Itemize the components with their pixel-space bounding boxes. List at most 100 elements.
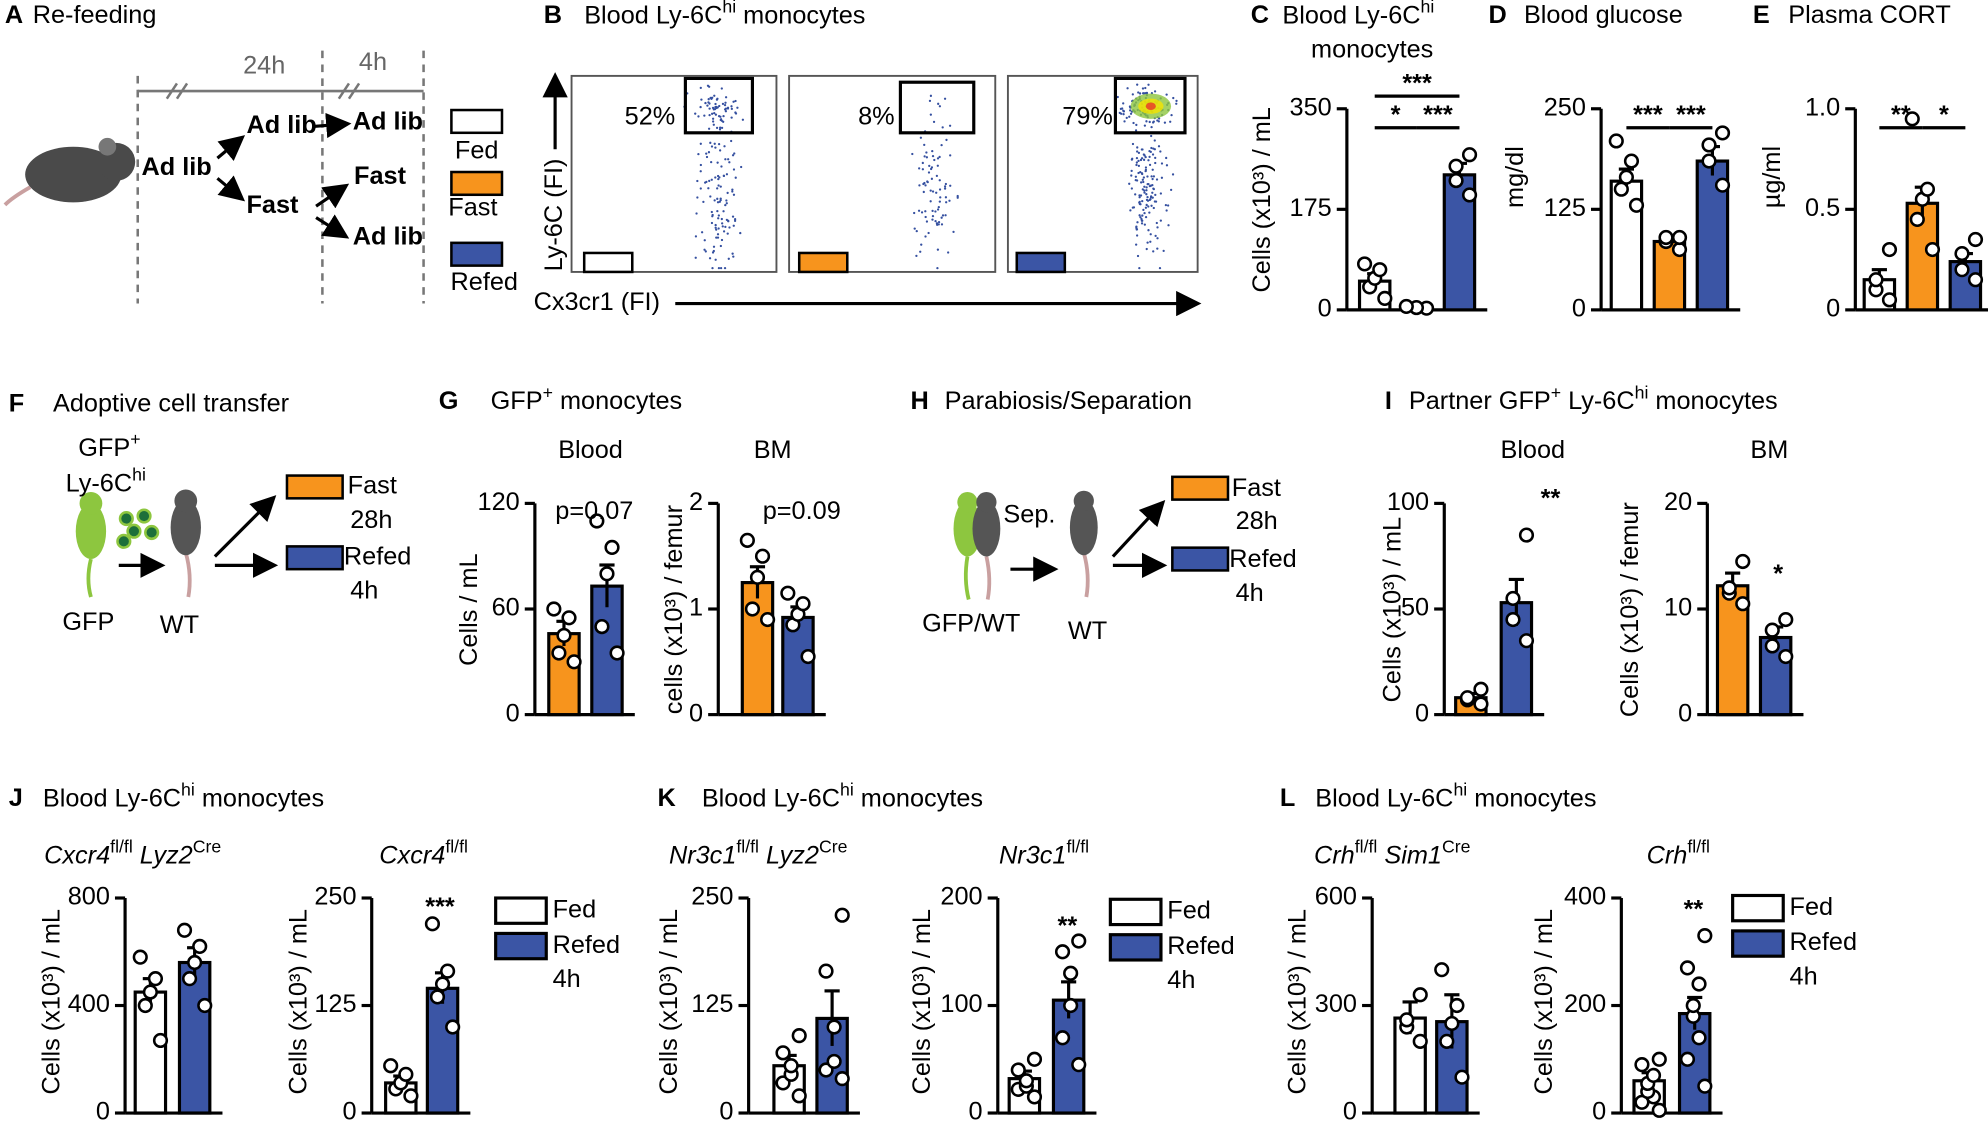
- y-tick-label: 0: [719, 1098, 733, 1126]
- text-part: GFP: [491, 387, 543, 415]
- flow-event: [1151, 191, 1154, 194]
- flow-event: [1126, 87, 1129, 90]
- flow-event: [714, 113, 718, 116]
- flow-event: [728, 226, 731, 229]
- data-point: [1701, 137, 1717, 153]
- flow-event: [1147, 159, 1150, 162]
- data-point: [1454, 1069, 1470, 1085]
- data-point: [1399, 1012, 1415, 1028]
- flow-event: [714, 146, 717, 149]
- timeline-break: [165, 82, 361, 100]
- flow-event: [702, 200, 705, 203]
- flow-event: [1154, 156, 1157, 160]
- group-label: 4h: [350, 577, 378, 605]
- data-point: [440, 963, 456, 979]
- flow-event: [928, 99, 932, 102]
- flow-event: [736, 106, 739, 109]
- flow-event: [708, 107, 711, 110]
- flow-event: [1165, 156, 1168, 160]
- flow-event: [720, 87, 723, 90]
- y-tick-label: 0: [1572, 295, 1586, 323]
- y-axis-label: cells (x10³) / femur: [660, 505, 688, 714]
- data-point: [197, 997, 213, 1014]
- flow-event: [717, 214, 720, 217]
- y-tick-label: 50: [1401, 594, 1429, 622]
- data-point: [834, 907, 850, 923]
- flow-event: [913, 227, 916, 230]
- flow-event: [1130, 174, 1133, 177]
- flow-event: [1148, 185, 1152, 188]
- flow-event: [1128, 182, 1131, 185]
- flow-event: [924, 210, 927, 213]
- data-point: [1448, 158, 1464, 174]
- flow-event: [937, 102, 940, 105]
- flow-event: [911, 152, 914, 156]
- text-part: Nr3c1: [669, 841, 736, 869]
- flow-event: [716, 201, 720, 204]
- data-point: [795, 596, 811, 612]
- flow-event: [1140, 222, 1144, 225]
- flow-event: [723, 267, 727, 270]
- group-swatch: [285, 474, 344, 500]
- significance-label: *: [1391, 101, 1401, 129]
- data-point: [176, 922, 193, 938]
- flow-event: [921, 161, 924, 165]
- y-axis-label: Cells (x10³) / femur: [1616, 502, 1644, 717]
- flow-event: [1131, 142, 1135, 146]
- flow-event: [1148, 163, 1152, 167]
- flow-event: [696, 179, 699, 183]
- flow-event: [730, 116, 733, 119]
- flow-event: [1120, 112, 1123, 115]
- superscript: Cre: [819, 836, 848, 856]
- flow-event: [719, 118, 722, 122]
- flow-event: [924, 184, 927, 187]
- flow-event: [1145, 92, 1148, 95]
- step-label: Sep.: [1003, 501, 1055, 529]
- bar: [1715, 584, 1750, 717]
- flow-event: [1138, 214, 1141, 217]
- flow-event: [721, 102, 725, 106]
- flow-event: [931, 209, 934, 213]
- flow-event: [925, 151, 928, 154]
- data-point: [1735, 596, 1751, 612]
- flow-event: [1141, 178, 1144, 181]
- flow-event: [732, 168, 736, 171]
- text-group: Crhfl/fl Sim1Cre: [1314, 836, 1471, 869]
- panel-letter: K: [658, 784, 677, 812]
- panel-letter: G: [439, 387, 459, 415]
- flow-event: [1156, 247, 1159, 250]
- flow-event: [695, 212, 698, 215]
- data-point: [744, 601, 761, 617]
- flow-event: [919, 136, 923, 139]
- text-group: Crhfl/fl: [1647, 836, 1710, 869]
- flow-event: [694, 256, 697, 259]
- chart-title: Plasma CORT: [1788, 1, 1951, 29]
- flow-event: [713, 111, 716, 115]
- flow-event: [943, 97, 947, 100]
- significance-label: ***: [425, 893, 455, 921]
- superscript: fl/fl: [736, 836, 759, 856]
- flow-event: [1154, 161, 1157, 165]
- flow-event: [716, 161, 719, 164]
- gate: [1113, 76, 1187, 135]
- flow-event: [1135, 179, 1139, 182]
- flow-event: [936, 248, 940, 251]
- flow-event: [723, 103, 727, 107]
- y-axis-label: Cells (x10³) / mL: [1530, 909, 1558, 1094]
- flow-event: [1143, 185, 1146, 188]
- panel-title: Parabiosis/Separation: [945, 387, 1192, 415]
- flow-event: [734, 112, 738, 115]
- data-point: [1026, 1089, 1043, 1105]
- flow-event: [714, 258, 717, 261]
- flow-event: [1152, 120, 1155, 123]
- flow-event: [725, 199, 728, 202]
- flow-event: [923, 143, 926, 146]
- flow-event: [1130, 169, 1133, 172]
- legend-swatch: [494, 896, 548, 925]
- data-point: [1439, 1033, 1455, 1049]
- flow-event: [1165, 209, 1168, 212]
- data-point: [791, 1028, 807, 1044]
- flow-event: [694, 112, 697, 115]
- y-tick-label: 1: [689, 594, 703, 622]
- y-axis-label: Cells / mL: [455, 553, 483, 665]
